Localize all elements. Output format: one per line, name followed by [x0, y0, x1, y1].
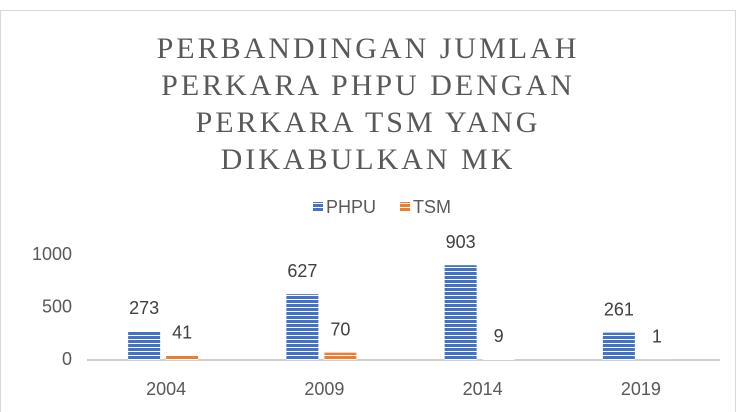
bar: [166, 355, 199, 360]
x-tick-label: 2009: [304, 379, 344, 399]
bar: [482, 359, 515, 360]
bar: [324, 352, 357, 360]
data-label: 1: [652, 327, 662, 347]
x-tick-label: 2004: [146, 379, 186, 399]
chart-title: PERBANDINGAN JUMLAH PERKARA PHPU DENGAN …: [156, 32, 580, 176]
bar: [602, 332, 635, 360]
legend-label: TSM: [413, 197, 451, 217]
x-tick-label: 2019: [621, 379, 661, 399]
legend-label: PHPU: [326, 197, 376, 217]
data-label: 9: [494, 326, 504, 346]
data-label: 261: [604, 299, 634, 319]
bar: [128, 331, 161, 360]
legend-swatch: [400, 202, 410, 212]
data-label: 70: [330, 319, 350, 339]
data-label: 627: [287, 261, 317, 281]
data-label: 41: [172, 322, 192, 342]
y-tick-label: 500: [42, 296, 72, 316]
bar: [286, 294, 319, 360]
y-tick-label: 1000: [32, 244, 72, 264]
bar: [444, 265, 477, 360]
data-label: 903: [446, 232, 476, 252]
data-label: 273: [129, 298, 159, 318]
x-tick-label: 2014: [463, 379, 503, 399]
y-tick-label: 0: [62, 349, 72, 369]
legend-swatch: [313, 202, 323, 212]
